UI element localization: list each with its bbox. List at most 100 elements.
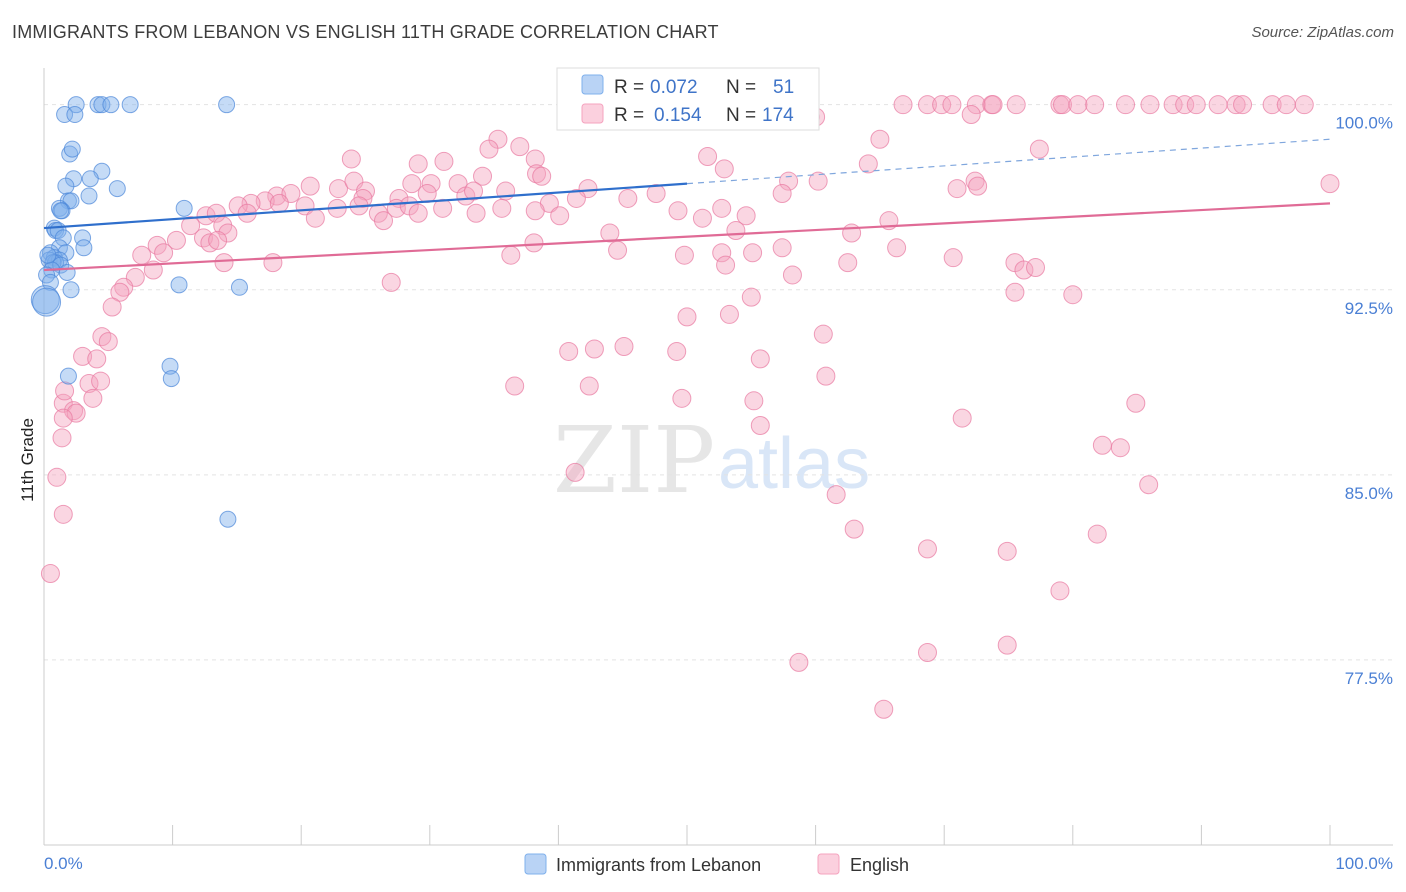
- english-point-31: [698, 147, 718, 166]
- stats-n-label-english: N =: [726, 105, 756, 126]
- english-point-45: [448, 174, 468, 194]
- lebanon-point-6: [56, 106, 74, 124]
- y-tick-label-0: 100.0%: [1335, 114, 1393, 133]
- english-point-91: [736, 206, 756, 226]
- english-point-114: [501, 245, 521, 265]
- english-point-50: [646, 184, 666, 204]
- english-point-55: [267, 186, 287, 206]
- english-point-122: [782, 265, 802, 285]
- english-point-14: [1163, 95, 1183, 115]
- english-point-39: [532, 166, 552, 186]
- legend-label-lebanon: Immigrants from Lebanon: [556, 855, 761, 875]
- english-point-152: [672, 388, 692, 408]
- english-point-138: [73, 346, 93, 366]
- y-axis-label: 11th Grade: [18, 418, 37, 502]
- english-point-147: [91, 371, 111, 391]
- english-point-43: [421, 174, 441, 194]
- lebanon-point-41: [170, 276, 188, 294]
- lebanon-point-38: [58, 263, 76, 281]
- english-point-104: [200, 233, 220, 253]
- english-point-98: [726, 221, 746, 241]
- english-point-100: [887, 238, 907, 258]
- lebanon-point-50: [39, 246, 57, 264]
- english-point-173: [40, 564, 60, 584]
- english-point-135: [677, 307, 697, 327]
- lebanon-point-2: [93, 96, 111, 114]
- lebanon-point-5: [218, 96, 236, 114]
- english-point-124: [838, 253, 858, 273]
- english-point-161: [750, 415, 770, 435]
- english-point-33: [341, 149, 361, 169]
- english-point-151: [83, 388, 103, 408]
- english-point-169: [1139, 475, 1159, 495]
- english-point-130: [1063, 285, 1083, 305]
- english-point-18: [1226, 95, 1246, 115]
- legend-label-english: English: [850, 855, 909, 875]
- english-point-143: [559, 341, 579, 361]
- english-point-13: [1140, 95, 1160, 115]
- english-point-136: [92, 327, 112, 347]
- english-point-81: [712, 198, 732, 218]
- lebanon-points: [30, 96, 248, 528]
- english-point-170: [844, 519, 864, 539]
- english-point-164: [1092, 435, 1112, 455]
- english-point-125: [943, 248, 963, 268]
- lebanon-point-45: [161, 357, 179, 375]
- english-point-141: [750, 349, 770, 369]
- lebanon-point-44: [30, 285, 60, 315]
- english-point-155: [744, 391, 764, 411]
- y-tick-label-2: 85.0%: [1345, 484, 1393, 503]
- english-point-171: [917, 539, 937, 559]
- english-point-66: [947, 179, 967, 199]
- english-point-94: [218, 223, 238, 243]
- english-point-154: [579, 376, 599, 396]
- english-point-9: [1053, 95, 1073, 115]
- series-legend: Immigrants from Lebanon English: [524, 853, 909, 875]
- english-point-168: [826, 485, 846, 505]
- english-point-48: [300, 176, 320, 196]
- lebanon-point-8: [61, 145, 79, 163]
- english-points: [40, 95, 1340, 719]
- lebanon-point-11: [81, 170, 99, 188]
- english-point-149: [64, 401, 84, 421]
- english-point-85: [305, 208, 325, 228]
- english-point-0: [893, 95, 913, 115]
- stats-n-label-lebanon: N =: [726, 77, 756, 98]
- axes: [43, 68, 1393, 846]
- english-point-142: [813, 324, 833, 344]
- lebanon-point-4: [121, 96, 139, 114]
- english-point-36: [408, 154, 428, 174]
- english-point-131: [381, 272, 401, 292]
- english-point-158: [52, 428, 72, 448]
- english-point-84: [206, 203, 226, 223]
- english-point-102: [193, 228, 213, 248]
- english-point-47: [779, 171, 799, 191]
- english-point-178: [789, 652, 809, 672]
- english-point-167: [53, 504, 73, 524]
- english-point-153: [505, 376, 525, 396]
- english-point-108: [772, 238, 792, 258]
- english-point-44: [402, 174, 422, 194]
- lebanon-point-42: [230, 278, 248, 296]
- english-point-89: [618, 188, 638, 208]
- lebanon-point-13: [57, 177, 75, 195]
- stats-r-label-english: R =: [614, 105, 644, 126]
- english-point-15: [1175, 95, 1195, 115]
- english-point-64: [566, 188, 586, 208]
- english-point-35: [525, 149, 545, 169]
- english-point-2: [932, 95, 952, 115]
- english-point-177: [1087, 524, 1107, 544]
- english-point-111: [132, 245, 152, 265]
- lebanon-point-14: [108, 180, 126, 198]
- english-point-175: [997, 635, 1017, 655]
- stats-r-lebanon: 0.072: [650, 77, 698, 98]
- grid-lines: [44, 104, 1393, 661]
- english-point-41: [328, 179, 348, 199]
- stats-legend: R = 0.072 N = 51 R = 0.154 N = 174: [556, 67, 820, 131]
- english-point-106: [524, 233, 544, 253]
- watermark-zip: ZIP: [553, 407, 715, 514]
- english-point-38: [527, 164, 547, 184]
- english-point-129: [1005, 282, 1025, 302]
- english-point-61: [464, 181, 484, 201]
